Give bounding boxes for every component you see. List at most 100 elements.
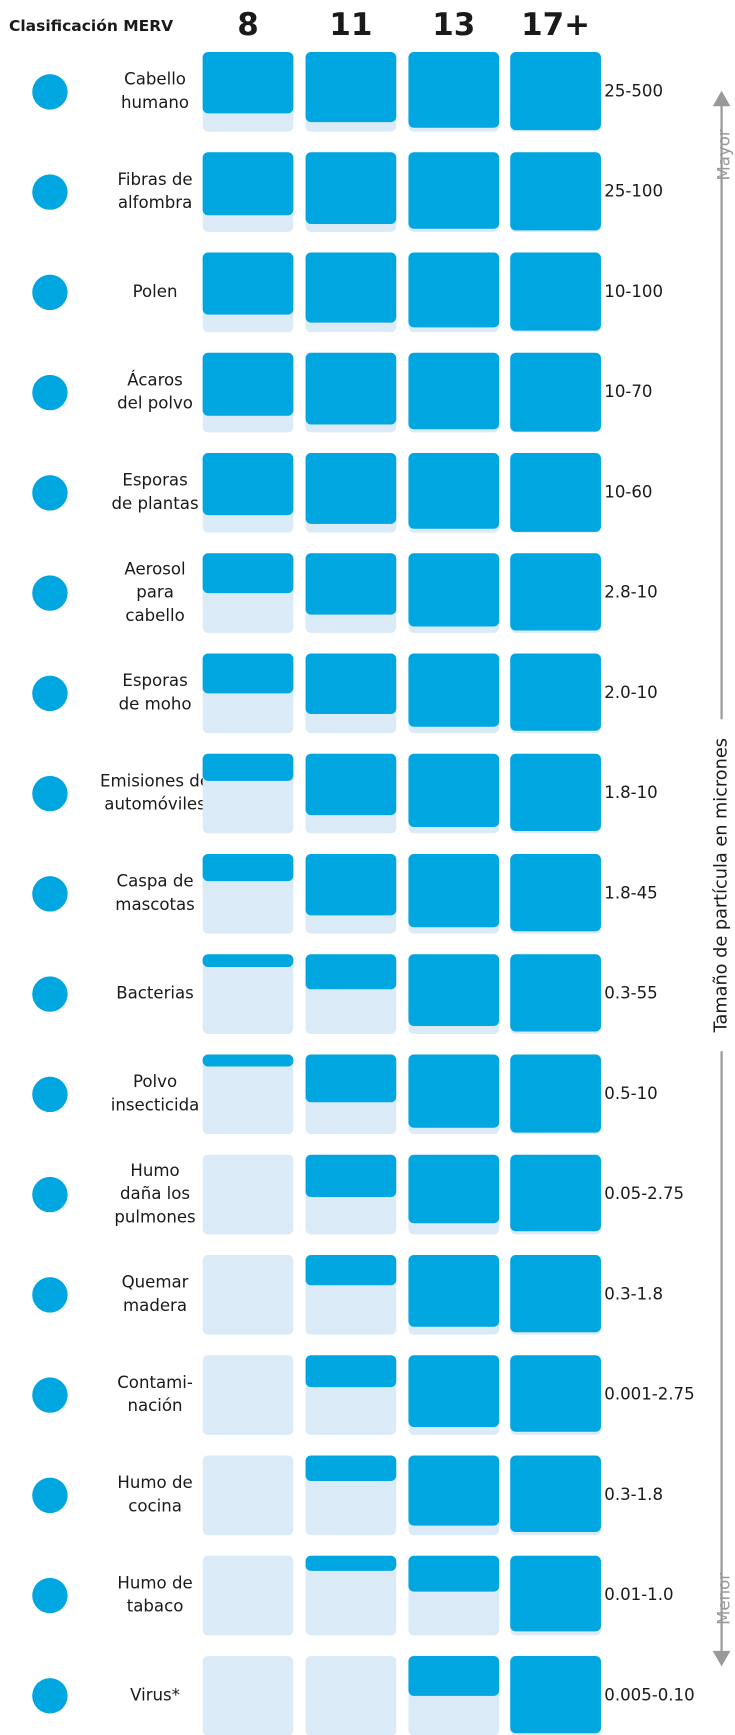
cell-fill <box>510 52 601 130</box>
row-label: para <box>136 583 174 602</box>
cell-fill <box>306 253 397 323</box>
cell-fill <box>510 152 601 230</box>
size-label: 0.001-2.75 <box>604 1385 694 1404</box>
row-label: mascotas <box>115 895 195 914</box>
top-label: Mayor <box>714 129 733 180</box>
icon <box>32 74 67 109</box>
arrow-down <box>713 1651 731 1666</box>
size-label: 25-500 <box>604 81 663 100</box>
row-label: Humo de <box>117 1573 192 1592</box>
size-label: 10-60 <box>604 482 652 501</box>
cell-fill <box>510 1455 601 1531</box>
row-label: madera <box>123 1296 187 1315</box>
cell-fill <box>510 854 601 931</box>
column-header: 8 <box>237 7 259 43</box>
cell-fill <box>408 1656 499 1696</box>
size-label: 0.3-1.8 <box>604 1485 663 1504</box>
cell-bg <box>203 1455 294 1535</box>
cell-fill <box>306 954 397 989</box>
cell-fill <box>203 654 294 694</box>
cell-fill <box>203 52 294 113</box>
cell-fill <box>408 1255 499 1327</box>
size-label: 0.5-10 <box>604 1084 657 1103</box>
row-label: Ácaros <box>127 370 183 389</box>
row-label: cabello <box>125 606 184 625</box>
icon <box>32 174 67 209</box>
cell-fill <box>306 754 397 815</box>
cell-fill <box>306 1054 397 1102</box>
cell-fill <box>306 1455 397 1480</box>
row-label: Bacterias <box>116 984 194 1003</box>
row-label: Humo <box>130 1161 179 1180</box>
column-header: 17+ <box>521 7 590 43</box>
column-header: 11 <box>329 7 372 43</box>
chart: Clasificación MERV Mayor Menor Tamaño de… <box>0 0 735 1735</box>
row-label: Emisiones de <box>100 771 210 790</box>
cell-fill <box>306 1556 397 1571</box>
row-label: cocina <box>128 1496 182 1515</box>
size-label: 0.005-0.10 <box>604 1685 694 1704</box>
row-label: tabaco <box>127 1597 184 1616</box>
cell-fill <box>306 1255 397 1285</box>
cell-fill <box>203 453 294 515</box>
icon <box>32 475 67 510</box>
cell-fill <box>203 553 294 593</box>
row-label: nación <box>128 1396 183 1415</box>
cell-fill <box>203 854 294 881</box>
cell-fill <box>408 954 499 1026</box>
row-label: de moho <box>119 694 192 713</box>
cell-fill <box>408 854 499 927</box>
cell-bg <box>203 1155 294 1235</box>
row-label: Virus* <box>130 1685 180 1704</box>
cell-fill <box>203 253 294 315</box>
icon <box>32 676 67 711</box>
cell-fill <box>408 453 499 529</box>
cell-fill <box>510 1355 601 1431</box>
cell-fill <box>306 854 397 915</box>
cell-fill <box>408 253 499 328</box>
icon <box>32 1177 67 1212</box>
arrow-up <box>713 91 731 106</box>
cell-bg <box>203 1656 294 1735</box>
icon <box>32 575 67 610</box>
size-label: 0.3-55 <box>604 984 657 1003</box>
row-label: Esporas <box>122 471 187 490</box>
cell-fill <box>510 1054 601 1132</box>
cell-fill <box>203 954 294 967</box>
cell-fill <box>408 1054 499 1127</box>
bottom-label: Menor <box>714 1573 733 1625</box>
size-label: 0.3-1.8 <box>604 1284 663 1303</box>
icon <box>32 1678 67 1713</box>
cell-fill <box>408 152 499 228</box>
cell-fill <box>510 754 601 831</box>
header: Clasificación MERV <box>9 17 173 35</box>
row-label: pulmones <box>114 1207 195 1226</box>
icon <box>32 876 67 911</box>
cell-fill <box>306 52 397 122</box>
column-header: 13 <box>432 7 475 43</box>
row-label: Aerosol <box>124 559 185 578</box>
cell-fill <box>203 1054 294 1066</box>
size-label: 0.01-1.0 <box>604 1585 673 1604</box>
cell-fill <box>408 1556 499 1592</box>
row-label: humano <box>121 93 189 112</box>
row-label: Esporas <box>122 671 187 690</box>
icon <box>32 1578 67 1613</box>
cell-fill <box>203 353 294 416</box>
size-label: 2.0-10 <box>604 683 657 702</box>
cell-fill <box>510 1155 601 1231</box>
row-label: Humo de <box>117 1473 192 1492</box>
icon <box>32 776 67 811</box>
cell-fill <box>510 1556 601 1632</box>
row-label: de plantas <box>112 494 199 513</box>
cell-fill <box>408 1355 499 1427</box>
icon <box>32 1377 67 1412</box>
axis-label: Tamaño de partícula en micrones <box>712 738 732 1033</box>
icon <box>32 275 67 310</box>
cell-bg <box>203 1556 294 1636</box>
cell-fill <box>203 152 294 215</box>
cell-fill <box>306 1355 397 1387</box>
row-label: Fibras de <box>118 170 193 189</box>
cell-fill <box>306 353 397 425</box>
cell-bg <box>306 1656 397 1735</box>
